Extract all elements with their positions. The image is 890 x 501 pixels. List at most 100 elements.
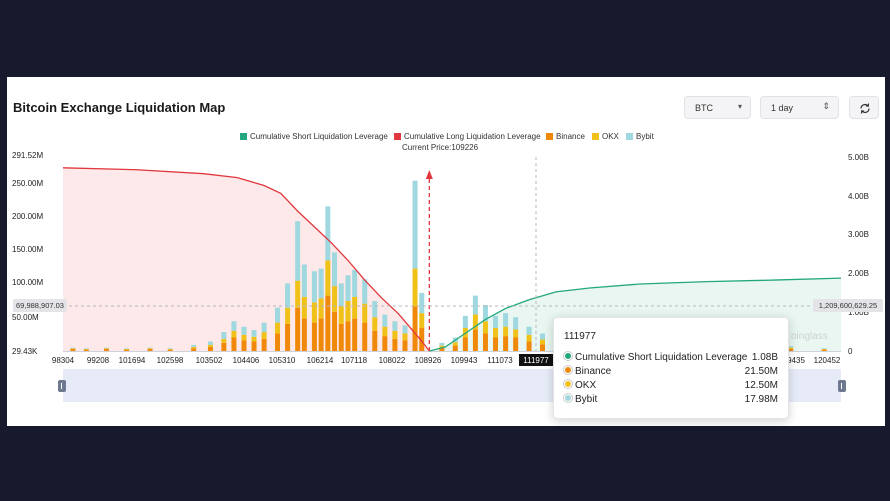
binance-bar (332, 311, 338, 351)
okx-bar (412, 268, 418, 307)
long-liquidation-area (63, 167, 430, 351)
tooltip-label: Bybit (575, 394, 598, 405)
binance-bar (103, 348, 109, 351)
binance-bar (325, 295, 331, 351)
okx-bar (124, 348, 130, 350)
binance-bar (821, 349, 827, 351)
okx-bar (372, 317, 378, 331)
legend-binance[interactable]: Binance (546, 132, 585, 141)
bybit-bar (124, 348, 130, 349)
binance-bar (251, 341, 257, 351)
y-left-tick-label: 100.00M (12, 278, 43, 287)
binance-bar (392, 338, 398, 351)
bybit-bar (275, 307, 281, 323)
binance-bar (167, 349, 173, 351)
tooltip-value: 21.50M (744, 366, 778, 377)
binance-bar (439, 347, 445, 351)
okx-bar (318, 298, 324, 319)
okx-bar (419, 313, 425, 329)
okx-bar (402, 333, 408, 341)
okx-bar (241, 334, 247, 341)
legend-short[interactable]: Cumulative Short Liquidation Leverage (240, 132, 388, 141)
left-value-marker-text: 69,988,907.03 (16, 301, 64, 310)
legend-swatch (240, 133, 247, 140)
okx-bar (332, 286, 338, 312)
symbol-select-value: BTC (695, 103, 713, 113)
x-tick-label: 9435 (787, 356, 805, 365)
bybit-bar (332, 252, 338, 287)
y-left-tick-label: 291.52M (12, 151, 43, 160)
range-select[interactable]: 1 day ⇕ (760, 96, 839, 119)
zoom-handle-right[interactable] (838, 380, 846, 392)
tooltip-dot (564, 380, 572, 388)
binance-bar (295, 307, 301, 351)
liquidation-map-card: Bitcoin Exchange Liquidation Map BTC ▾ 1… (7, 77, 885, 426)
bybit-bar (261, 322, 267, 333)
symbol-select[interactable]: BTC ▾ (684, 96, 751, 119)
x-tick-label: 105310 (269, 356, 296, 365)
legend-label: Bybit (636, 132, 654, 141)
y-right-tick-label: 5.00B (848, 153, 869, 162)
okx-bar (275, 322, 281, 334)
y-right-tick-label: 4.00B (848, 192, 869, 201)
right-value-marker-text: 1,209,600,629.25 (819, 301, 877, 310)
binance-bar (372, 330, 378, 351)
tooltip-value: 12.50M (744, 380, 778, 391)
bybit-bar (503, 313, 509, 327)
page-title: Bitcoin Exchange Liquidation Map (13, 100, 226, 115)
okx-bar (70, 348, 76, 349)
x-tick-label: 111977 (523, 356, 549, 365)
y-left-tick-label: 150.00M (12, 245, 43, 254)
okx-bar (251, 336, 257, 342)
okx-bar (362, 303, 368, 323)
binance-bar (382, 336, 388, 351)
zoom-handle-left[interactable] (58, 380, 66, 392)
bybit-bar (345, 275, 351, 301)
okx-bar (295, 280, 301, 308)
bybit-bar (285, 283, 291, 308)
tooltip-row-short: Cumulative Short Liquidation Leverage 1.0… (564, 352, 778, 363)
current-price-arrow (425, 170, 433, 179)
binance-bar (285, 323, 291, 351)
binance-bar (147, 348, 153, 351)
bybit-bar (513, 317, 519, 330)
okx-bar (352, 296, 358, 319)
bybit-bar (472, 295, 478, 315)
tooltip-dot (564, 366, 572, 374)
legend-okx[interactable]: OKX (592, 132, 619, 141)
bybit-bar (318, 268, 324, 299)
x-tick-label: 111073 (487, 356, 513, 365)
x-tick-label: 106214 (307, 356, 334, 365)
y-left-tick-label: 50.00M (12, 313, 39, 322)
x-tick-label: 120452 (814, 356, 841, 365)
binance-bar (402, 340, 408, 351)
binance-bar (221, 342, 227, 351)
binance-bar (231, 337, 237, 351)
binance-bar (83, 349, 89, 351)
bybit-bar (311, 271, 317, 303)
bybit-bar (83, 348, 89, 349)
okx-bar (338, 306, 344, 324)
binance-bar (124, 349, 130, 351)
legend-bybit[interactable]: Bybit (626, 132, 654, 141)
legend-label: Cumulative Long Liquidation Leverage (404, 132, 541, 141)
okx-bar (821, 348, 827, 350)
okx-bar (221, 338, 227, 343)
x-tick-label: 107118 (341, 356, 368, 365)
binance-bar (191, 348, 197, 351)
legend-swatch (394, 133, 401, 140)
okx-bar (493, 328, 499, 338)
bybit-bar (382, 314, 388, 327)
legend-swatch (592, 133, 599, 140)
binance-bar (70, 348, 76, 351)
binance-bar (452, 345, 458, 351)
tooltip-row-binance: Binance 21.50M (564, 366, 778, 377)
binance-bar (539, 344, 545, 351)
legend-label: OKX (602, 132, 619, 141)
bybit-bar (392, 321, 398, 331)
legend-long[interactable]: Cumulative Long Liquidation Leverage (394, 132, 541, 141)
bybit-bar (419, 292, 425, 314)
tooltip-label: Cumulative Short Liquidation Leverage (575, 352, 748, 363)
tooltip-dot (564, 352, 572, 360)
refresh-button[interactable] (849, 96, 879, 119)
